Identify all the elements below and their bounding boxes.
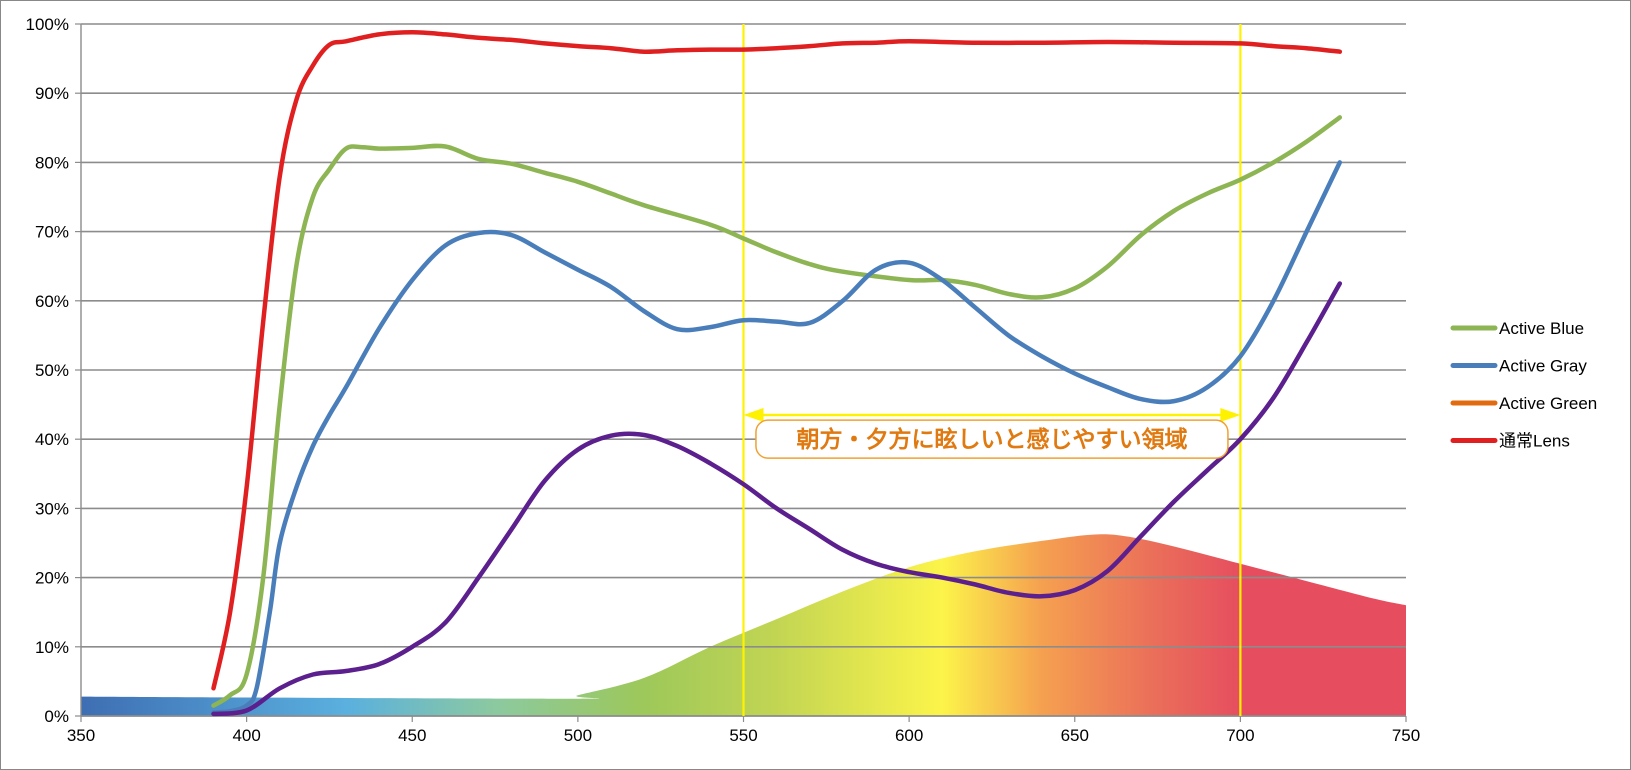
- y-tick-label: 60%: [35, 292, 69, 311]
- x-tick-label: 350: [67, 726, 95, 745]
- legend-label: Active Blue: [1499, 319, 1584, 338]
- series-line-active-blue: [211, 115, 1343, 708]
- x-tick-label: 450: [398, 726, 426, 745]
- y-tick-label: 30%: [35, 499, 69, 518]
- series-line-lens: [211, 30, 1343, 691]
- x-tick-label: 500: [564, 726, 592, 745]
- legend-item-active-blue: Active Blue: [1450, 319, 1584, 338]
- y-tick-label: 80%: [35, 153, 69, 172]
- x-tick-label: 650: [1061, 726, 1089, 745]
- y-tick-label: 20%: [35, 569, 69, 588]
- y-tick-label: 100%: [26, 15, 69, 34]
- x-tick-label: 750: [1392, 726, 1420, 745]
- series-line-unlabeled: [211, 281, 1343, 717]
- y-tick-label: 90%: [35, 84, 69, 103]
- annotation-label: 朝方・夕方に眩しいと感じやすい領域: [796, 426, 1187, 452]
- y-tick-label: 40%: [35, 430, 69, 449]
- y-tick-label: 70%: [35, 223, 69, 242]
- annotation-layer: 朝方・夕方に眩しいと感じやすい領域: [743, 407, 1241, 459]
- annotation-label-box: [755, 419, 1229, 459]
- series-layer: [211, 30, 1343, 717]
- legend-label: Active Green: [1499, 394, 1597, 413]
- y-tick-label: 0%: [44, 707, 69, 726]
- legend-item-lens: 通常Lens: [1450, 432, 1570, 451]
- series-line-active-gray: [211, 160, 1343, 715]
- spectrum-area: [81, 534, 1406, 716]
- legend-item-active-green: Active Green: [1450, 394, 1597, 413]
- legend-item-active-gray: Active Gray: [1450, 357, 1587, 376]
- x-tick-label: 600: [895, 726, 923, 745]
- annotation-arrowhead-right: [1220, 407, 1241, 422]
- legend-label: Active Gray: [1499, 357, 1587, 376]
- x-tick-label: 550: [729, 726, 757, 745]
- legend: Active Blue Active Gray Active Green 通常Lens: [1450, 319, 1597, 451]
- y-tick-label: 50%: [35, 361, 69, 380]
- reference-lines-layer: [742, 24, 1242, 716]
- annotation-arrowhead-left: [743, 407, 764, 422]
- x-tick-label: 700: [1226, 726, 1254, 745]
- spectrum-area-layer: [81, 534, 1406, 716]
- y-tick-label: 10%: [35, 638, 69, 657]
- x-tick-label: 400: [232, 726, 260, 745]
- legend-label: 通常Lens: [1499, 432, 1570, 451]
